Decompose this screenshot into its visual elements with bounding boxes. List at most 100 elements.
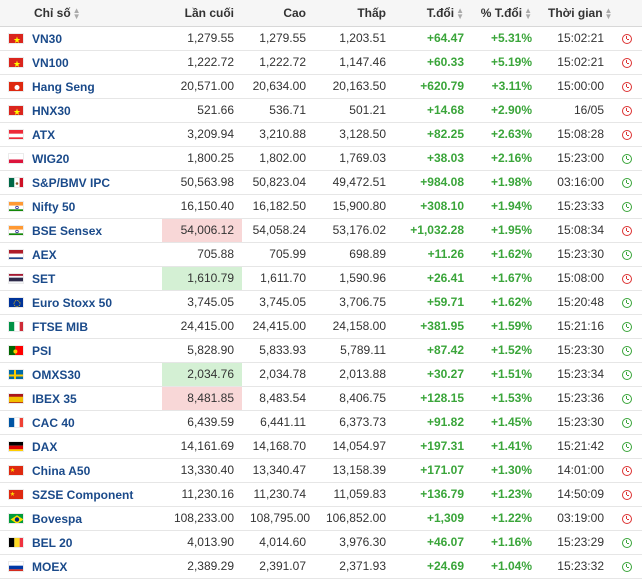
high-value: 108,795.00 [242,506,314,531]
index-name-link[interactable]: MOEX [32,559,68,574]
table-row[interactable]: CAC 40 6,439.59 6,441.11 6,373.73 +91.82 +1.4… [0,410,642,435]
column-header-change-pct[interactable]: % T.đổi ▲ ▼ [472,0,540,27]
last-value: 16,150.40 [162,194,242,219]
market-status-cell [612,362,642,387]
table-row[interactable]: Hang Seng 20,571.00 20,634.00 20,163.50 +620… [0,74,642,99]
index-name-link[interactable]: DAX [32,439,58,454]
table-row[interactable]: S&P/BMV IPC 50,563.98 50,823.04 49,472.51 +9… [0,170,642,195]
market-closed-clock-icon [622,57,632,68]
last-value: 6,439.59 [162,410,242,435]
last-value: 2,389.29 [162,554,242,579]
table-row[interactable]: VN100 1,222.72 1,222.72 1,147.46 +60.33 +5.19… [0,50,642,75]
change-value: +38.03 [394,146,472,171]
index-name-link[interactable]: Nifty 50 [32,199,76,214]
last-value: 1,279.55 [162,26,242,51]
table-row[interactable]: BSE Sensex 54,006.12 54,058.24 53,176.02 +1,… [0,218,642,243]
column-header-low[interactable]: Thấp [314,0,394,27]
index-name-link[interactable]: SZSE Component [32,487,134,502]
index-name-link[interactable]: Bovespa [32,511,83,526]
index-name-link[interactable]: OMXS30 [32,367,81,382]
table-row[interactable]: DAX 14,161.69 14,168.70 14,054.97 +197.31 +1.… [0,434,642,459]
cn-flag-icon [8,488,24,500]
high-value: 54,058.24 [242,218,314,243]
table-row[interactable]: ATX 3,209.94 3,210.88 3,128.50 +82.25 +2.63% 1… [0,122,642,147]
low-value: 14,054.97 [314,434,394,459]
low-value: 1,203.51 [314,26,394,51]
index-name-link[interactable]: Euro Stoxx 50 [32,295,113,310]
column-header-high[interactable]: Cao [242,0,314,27]
table-row[interactable]: Nifty 50 16,150.40 16,182.50 15,900.80 +308.… [0,194,642,219]
change-value: +1,309 [394,506,472,531]
index-name-link[interactable]: VN100 [32,55,69,70]
change-value: +197.31 [394,434,472,459]
table-row[interactable]: SZSE Component 11,230.16 11,230.74 11,059.8… [0,482,642,507]
index-name-link[interactable]: AEX [32,247,57,262]
high-value: 705.99 [242,242,314,267]
table-row[interactable]: MOEX 2,389.29 2,391.07 2,371.93 +24.69 +1.04%… [0,554,642,579]
column-header-last[interactable]: Lần cuối [162,0,242,27]
index-name-link[interactable]: SET [32,271,56,286]
time-value: 15:02:21 [540,50,612,75]
fr-flag-icon [8,416,24,428]
change-pct-value: +1.51% [472,362,540,387]
table-row[interactable]: FTSE MIB 24,415.00 24,415.00 24,158.00 +381.… [0,314,642,339]
market-status-cell [612,98,642,123]
change-pct-value: +1.22% [472,506,540,531]
low-value: 501.21 [314,98,394,123]
index-name-link[interactable]: FTSE MIB [32,319,88,334]
time-value: 03:16:00 [540,170,612,195]
low-value: 6,373.73 [314,410,394,435]
index-name-link[interactable]: IBEX 35 [32,391,77,406]
index-name-link[interactable]: WIG20 [32,151,70,166]
change-pct-value: +2.16% [472,146,540,171]
change-value: +59.71 [394,290,472,315]
market-status-cell [612,74,642,99]
market-status-cell [612,26,642,51]
index-name-link[interactable]: BEL 20 [32,535,73,550]
sort-icon: ▲ ▼ [524,5,532,21]
time-value: 15:23:29 [540,530,612,555]
column-header-change[interactable]: T.đổi ▲ ▼ [394,0,472,27]
change-value: +60.33 [394,50,472,75]
last-value: 1,222.72 [162,50,242,75]
change-value: +136.79 [394,482,472,507]
low-value: 106,852.00 [314,506,394,531]
index-name-link[interactable]: S&P/BMV IPC [32,175,111,190]
market-status-cell [612,290,642,315]
market-closed-clock-icon [622,465,632,476]
column-header-name[interactable]: Chỉ số ▲ ▼ [0,0,162,27]
index-name-link[interactable]: VN30 [32,31,63,46]
index-name-cell: BEL 20 [0,530,162,555]
market-open-clock-icon [622,177,632,188]
table-row[interactable]: HNX30 521.66 536.71 501.21 +14.68 +2.90% 16/05 [0,98,642,123]
table-row[interactable]: BEL 20 4,013.90 4,014.60 3,976.30 +46.07 +1.1… [0,530,642,555]
table-row[interactable]: PSI 5,828.90 5,833.93 5,789.11 +87.42 +1.52% 1… [0,338,642,363]
index-name-link[interactable]: CAC 40 [32,415,75,430]
table-row[interactable]: IBEX 35 8,481.85 8,483.54 8,406.75 +128.15 +1… [0,386,642,411]
index-name-cell: WIG20 [0,146,162,171]
high-value: 3,210.88 [242,122,314,147]
market-status-cell [612,122,642,147]
table-row[interactable]: VN30 1,279.55 1,279.55 1,203.51 +64.47 +5.31%… [0,26,642,51]
column-header-time[interactable]: Thời gian ▲ ▼ [540,0,612,27]
index-name-link[interactable]: HNX30 [32,103,71,118]
table-row[interactable]: China A50 13,330.40 13,340.47 13,158.39 +171… [0,458,642,483]
table-row[interactable]: Euro Stoxx 50 3,745.05 3,745.05 3,706.75 +59… [0,290,642,315]
time-value: 15:21:42 [540,434,612,459]
change-value: +11.26 [394,242,472,267]
index-name-cell: SZSE Component [0,482,162,507]
table-row[interactable]: WIG20 1,800.25 1,802.00 1,769.03 +38.03 +2.16… [0,146,642,171]
table-row[interactable]: SET 1,610.79 1,611.70 1,590.96 +26.41 +1.67% 1… [0,266,642,291]
change-pct-value: +1.52% [472,338,540,363]
index-name-link[interactable]: BSE Sensex [32,223,103,238]
table-row[interactable]: OMXS30 2,034.76 2,034.78 2,013.88 +30.27 +1.5… [0,362,642,387]
table-row[interactable]: Bovespa 108,233.00 108,795.00 106,852.00 +1,… [0,506,642,531]
low-value: 13,158.39 [314,458,394,483]
index-name-link[interactable]: Hang Seng [32,79,95,94]
index-name-link[interactable]: PSI [32,343,52,358]
high-value: 13,340.47 [242,458,314,483]
index-name-cell: FTSE MIB [0,314,162,339]
index-name-link[interactable]: China A50 [32,463,91,478]
table-row[interactable]: AEX 705.88 705.99 698.89 +11.26 +1.62% 15:23:3… [0,242,642,267]
index-name-link[interactable]: ATX [32,127,56,142]
